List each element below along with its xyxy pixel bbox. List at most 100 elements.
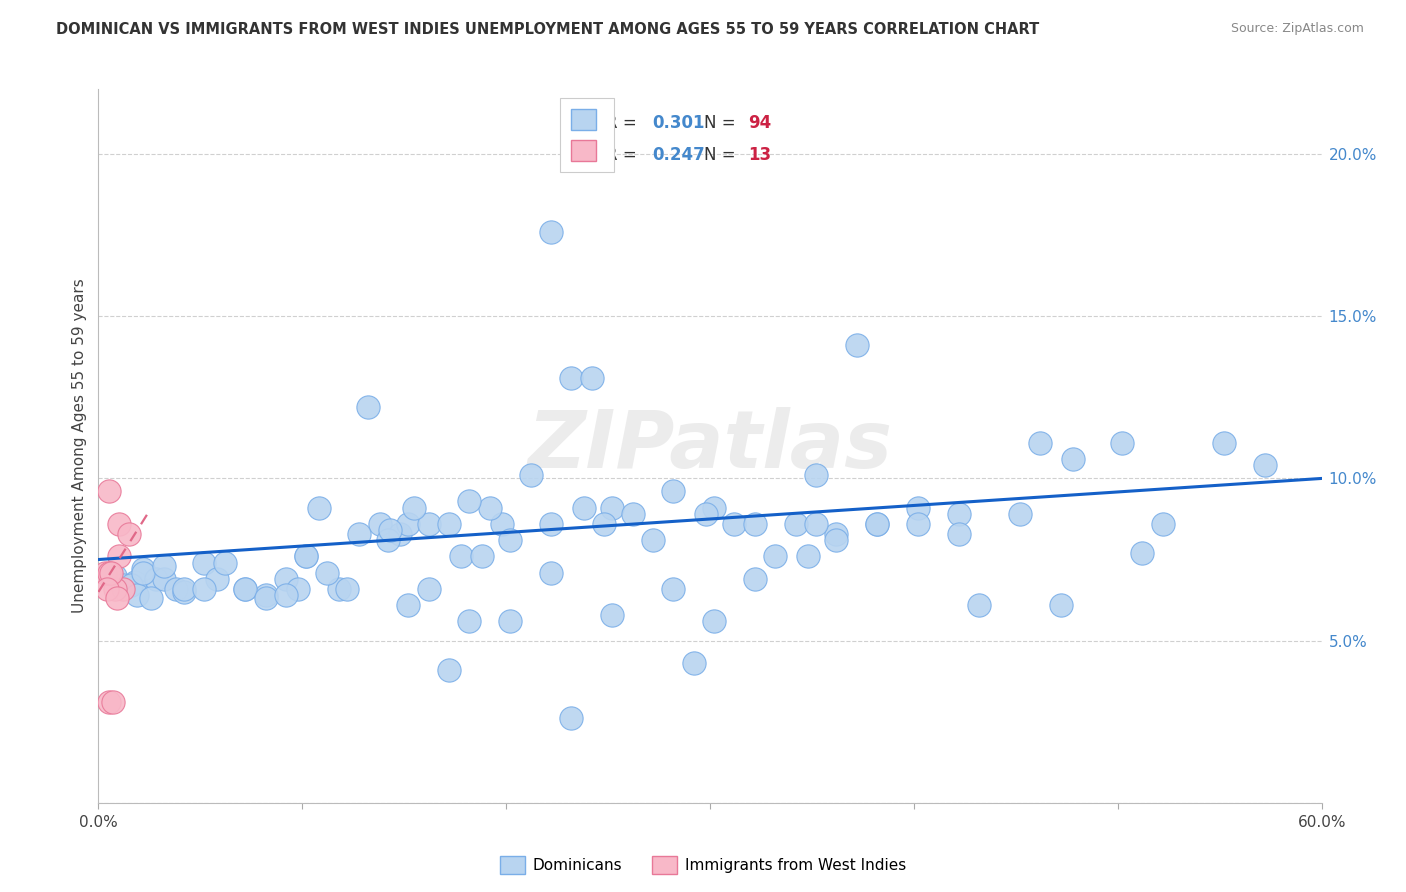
Point: [378, 524, 401, 538]
Point: [193, 556, 215, 570]
Point: [866, 516, 889, 531]
Text: 0.247: 0.247: [652, 146, 706, 164]
Text: ZIPatlas: ZIPatlas: [527, 407, 893, 485]
Text: DOMINICAN VS IMMIGRANTS FROM WEST INDIES UNEMPLOYMENT AMONG AGES 55 TO 59 YEARS : DOMINICAN VS IMMIGRANTS FROM WEST INDIES…: [56, 22, 1039, 37]
Point: [349, 526, 371, 541]
Point: [205, 572, 228, 586]
Text: 13: 13: [748, 146, 770, 164]
Point: [540, 516, 562, 531]
Point: [1062, 452, 1084, 467]
Point: [662, 484, 685, 499]
Point: [763, 549, 786, 564]
Point: [825, 533, 848, 547]
Point: [308, 500, 330, 515]
Point: [233, 582, 256, 596]
Point: [96, 582, 118, 596]
Point: [471, 549, 494, 564]
Point: [418, 516, 440, 531]
Point: [132, 566, 155, 580]
Point: [540, 566, 562, 580]
Point: [581, 371, 603, 385]
Point: [97, 695, 120, 709]
Point: [111, 582, 134, 596]
Point: [600, 607, 623, 622]
Point: [1111, 435, 1133, 450]
Point: [152, 572, 174, 586]
Point: [295, 549, 318, 564]
Point: [1049, 598, 1071, 612]
Text: N =: N =: [704, 114, 741, 132]
Point: [108, 549, 131, 564]
Point: [437, 663, 460, 677]
Point: [100, 566, 122, 580]
Point: [118, 526, 141, 541]
Text: 94: 94: [748, 114, 772, 132]
Point: [948, 507, 970, 521]
Point: [396, 516, 419, 531]
Point: [560, 711, 582, 725]
Point: [907, 516, 929, 531]
Point: [108, 516, 131, 531]
Point: [328, 582, 350, 596]
Point: [499, 614, 522, 628]
Point: [804, 516, 827, 531]
Point: [600, 500, 623, 515]
Point: [560, 371, 582, 385]
Point: [165, 582, 187, 596]
Point: [214, 556, 236, 570]
Point: [336, 582, 359, 596]
Point: [641, 533, 664, 547]
Point: [785, 516, 807, 531]
Point: [120, 578, 142, 592]
Point: [104, 568, 127, 582]
Point: [105, 591, 128, 606]
Point: [93, 566, 115, 580]
Text: R =: R =: [606, 146, 643, 164]
Point: [396, 598, 419, 612]
Point: [519, 468, 541, 483]
Point: [173, 582, 195, 596]
Point: [825, 526, 848, 541]
Point: [97, 484, 120, 499]
Point: [111, 578, 134, 592]
Point: [723, 516, 745, 531]
Point: [450, 549, 472, 564]
Point: [458, 614, 481, 628]
Point: [572, 500, 595, 515]
Point: [593, 516, 616, 531]
Point: [356, 400, 378, 414]
Point: [132, 562, 155, 576]
Point: [254, 591, 277, 606]
Point: [1029, 435, 1052, 450]
Point: [287, 582, 309, 596]
Point: [866, 516, 889, 531]
Point: [662, 582, 685, 596]
Text: 0.301: 0.301: [652, 114, 704, 132]
Point: [274, 572, 297, 586]
Point: [124, 575, 146, 590]
Point: [437, 516, 460, 531]
Point: [695, 507, 717, 521]
Point: [254, 588, 277, 602]
Point: [101, 695, 124, 709]
Point: [104, 582, 127, 596]
Text: Source: ZipAtlas.com: Source: ZipAtlas.com: [1230, 22, 1364, 36]
Point: [1253, 458, 1275, 473]
Point: [491, 516, 513, 531]
Text: N =: N =: [704, 146, 741, 164]
Legend: Dominicans, Immigrants from West Indies: Dominicans, Immigrants from West Indies: [494, 850, 912, 880]
Text: R =: R =: [606, 114, 643, 132]
Point: [389, 526, 412, 541]
Point: [744, 572, 766, 586]
Point: [703, 614, 725, 628]
Point: [145, 572, 167, 586]
Point: [797, 549, 820, 564]
Point: [499, 533, 522, 547]
Point: [478, 500, 501, 515]
Point: [703, 500, 725, 515]
Point: [173, 585, 195, 599]
Point: [907, 500, 929, 515]
Point: [377, 533, 399, 547]
Point: [295, 549, 318, 564]
Point: [458, 494, 481, 508]
